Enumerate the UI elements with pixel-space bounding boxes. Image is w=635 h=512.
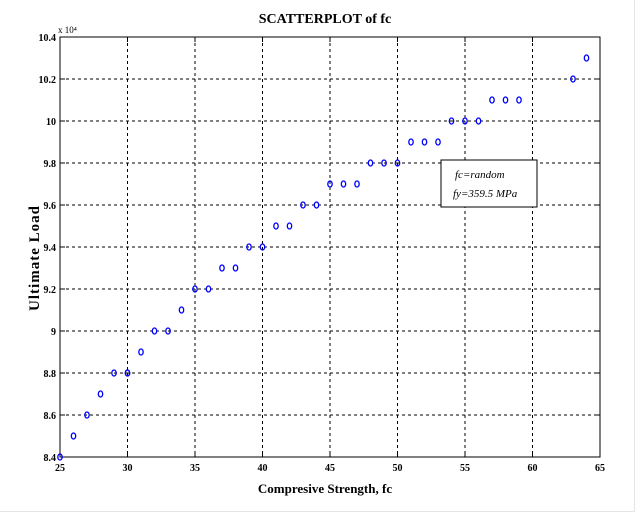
x-tick-label: 60 — [528, 463, 538, 474]
legend-line-fc: fc=random — [455, 169, 505, 181]
data-point — [340, 180, 347, 188]
grid — [60, 37, 600, 457]
data-point — [381, 159, 387, 167]
x-tick-label: 40 — [258, 463, 268, 474]
data-point — [394, 159, 401, 167]
data-point — [502, 96, 509, 104]
data-point — [475, 117, 482, 125]
data-point — [192, 285, 198, 293]
data-point — [327, 180, 333, 188]
data-point — [583, 54, 590, 62]
data-point — [70, 432, 77, 440]
data-point — [138, 348, 144, 356]
y-tick-label: 8.4 — [44, 453, 57, 464]
data-point — [408, 138, 414, 146]
y-tick-label: 8.6 — [44, 411, 57, 422]
axes — [59, 36, 601, 458]
data-point — [205, 285, 212, 293]
y-axis-label: Ultimate Load — [27, 205, 43, 311]
data-point — [151, 327, 158, 335]
data-point — [84, 411, 90, 419]
tick-labels: 25 30 35 40 45 50 55 60 65 8.4 8.6 8.8 9 9.2 9.4 9.6 9.8… — [39, 33, 606, 474]
y-tick-label: 9.8 — [44, 159, 57, 170]
y-tick-label: 9.6 — [44, 201, 57, 212]
data-point — [570, 75, 576, 83]
data-point — [259, 243, 266, 251]
y-tick-label: 8.8 — [44, 369, 57, 380]
y-tick-label: 9.2 — [44, 285, 57, 296]
y-tick-label: 10 — [46, 117, 56, 128]
data-point — [462, 117, 468, 125]
data-point — [286, 222, 293, 230]
data-point — [313, 201, 320, 209]
plot-frame — [59, 36, 601, 458]
data-points — [57, 54, 590, 461]
y-tick-label: 9.4 — [44, 243, 57, 254]
data-point — [516, 96, 522, 104]
x-tick-label: 25 — [55, 463, 65, 474]
x-tick-label: 50 — [393, 463, 403, 474]
x-tick-label: 30 — [123, 463, 133, 474]
data-point — [300, 201, 306, 209]
x-tick-label: 55 — [460, 463, 470, 474]
data-point — [246, 243, 252, 251]
data-point — [232, 264, 239, 272]
chart-title: SCATTERPLOT of fc — [259, 12, 392, 27]
data-point — [178, 306, 185, 314]
legend-box — [440, 159, 538, 208]
y-tick-label: 10.2 — [39, 75, 57, 86]
data-point — [421, 138, 428, 146]
data-point — [111, 369, 117, 377]
y-tick-label: 10.4 — [39, 33, 57, 44]
legend: fc=random fy=359.5 MPa — [440, 159, 538, 208]
data-point — [57, 453, 63, 461]
x-tick-label: 45 — [325, 463, 335, 474]
data-point — [489, 96, 495, 104]
data-point — [448, 117, 455, 125]
data-point — [219, 264, 225, 272]
legend-line-fy: fy=359.5 MPa — [453, 188, 518, 200]
data-point — [97, 390, 104, 398]
data-point — [165, 327, 171, 335]
x-tick-label: 65 — [595, 463, 605, 474]
data-point — [367, 159, 374, 167]
x-axis-label: Compresive Strength, fc — [258, 481, 392, 496]
y-axis-multiplier: x 10⁴ — [58, 25, 77, 35]
x-tick-label: 35 — [190, 463, 200, 474]
data-point — [435, 138, 441, 146]
data-point — [273, 222, 279, 230]
data-point — [354, 180, 360, 188]
y-tick-label: 9 — [51, 327, 56, 338]
data-point — [124, 369, 131, 377]
